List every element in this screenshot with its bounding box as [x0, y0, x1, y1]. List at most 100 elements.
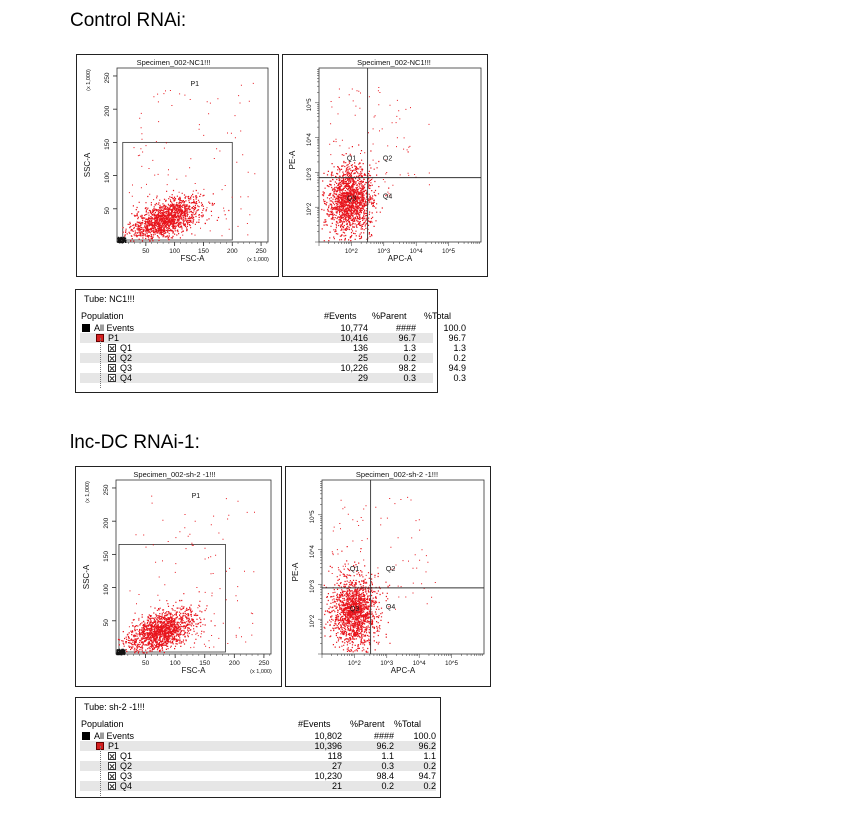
gate-p1 [122, 141, 233, 241]
cell-parent: #### [373, 731, 394, 741]
stats-row-q1: Q1 118 1.1 1.1 [80, 751, 436, 761]
y-tick-label: 10^5 [307, 98, 313, 111]
population-name: Q4 [120, 781, 133, 791]
cell-parent: 0.3 [381, 761, 394, 771]
x-tick-label: 10^2 [348, 661, 361, 667]
all-events-swatch [82, 324, 90, 332]
population-name: P1 [108, 333, 120, 343]
y-axis-label: PE-A [288, 150, 297, 169]
population-name: All Events [94, 323, 135, 333]
hierarchy-line [100, 746, 101, 796]
cell-events: 29 [357, 373, 368, 383]
header-events: #Events [324, 311, 357, 321]
stats-row-p1: P1 10,396 96.2 96.2 [80, 741, 436, 751]
x-tick-label: 100 [169, 248, 180, 255]
cell-total: 0.2 [423, 781, 436, 791]
stats-row-all-events: All Events 10,802 #### 100.0 [80, 731, 436, 741]
cell-events: 10,416 [340, 333, 368, 343]
plot-title: Specimen_002-NC1!!! [137, 58, 211, 67]
event-dots [117, 495, 256, 654]
quadrant-swatch-icon [108, 374, 116, 382]
x-tick-label: 100 [170, 660, 181, 667]
quadrant-swatch-icon [108, 762, 116, 770]
x-tick-label: 10^5 [445, 661, 458, 667]
cell-events: 27 [331, 761, 342, 771]
quadrant-swatch-icon [108, 364, 116, 372]
quadrant-label-q2: Q2 [383, 156, 392, 163]
x-unit-label: (x 1,000) [250, 669, 272, 675]
cell-parent: 1.1 [381, 751, 394, 761]
y-tick-label: 10^3 [307, 167, 313, 180]
cell-total: 1.3 [453, 343, 466, 353]
header-parent: %Parent [372, 311, 407, 321]
population-name: Q2 [120, 761, 133, 771]
cell-events: 25 [357, 353, 368, 363]
y-tick-label: 10^3 [310, 579, 316, 592]
y-tick-label: 50 [104, 207, 111, 215]
y-tick-label: 10^5 [310, 510, 316, 523]
plot-frame [115, 479, 272, 655]
apc-pe-plot-control: Specimen_002-NC1!!! 10^2 10^2 10^3 10^3 10^4 1… [282, 54, 488, 277]
y-unit-label: (x 1,000) [86, 69, 92, 91]
cell-parent: 0.3 [403, 373, 416, 383]
y-axis-label: SSC-A [82, 564, 91, 589]
cell-events: 118 [327, 751, 342, 761]
cell-total: 100.0 [443, 323, 466, 333]
header-total: %Total [424, 311, 452, 321]
x-tick-label: 10^2 [345, 249, 358, 255]
x-tick-label: 50 [142, 660, 150, 667]
gate-label: P1 [192, 493, 201, 500]
quadrant-swatch-icon [108, 344, 116, 352]
y-axis-label: PE-A [291, 562, 300, 581]
apc-pe-svg-control: Specimen_002-NC1!!! 10^2 10^2 10^3 10^3 10^4 1… [288, 58, 482, 263]
x-axis-label: APC-A [391, 666, 416, 675]
events-cloud [116, 495, 256, 656]
stats-row-all-events: All Events 10,774 #### 100.0 [80, 323, 466, 333]
y-tick-label: 150 [104, 139, 111, 150]
population-name: P1 [108, 741, 120, 751]
quadrant-label-q1: Q1 [350, 566, 359, 573]
cell-events: 10,230 [314, 771, 342, 781]
y-tick-label: 50 [103, 619, 110, 627]
tube-label: Tube: NC1!!! [84, 294, 135, 304]
stats-row-q2: Q2 27 0.3 0.2 [80, 761, 436, 771]
quadrant-label-q2: Q2 [386, 566, 395, 573]
population-name: Q1 [120, 343, 133, 353]
cell-total: 96.7 [448, 333, 466, 343]
y-tick-label: 10^4 [307, 133, 313, 146]
stats-table-lncdc: Tube: sh-2 -1!!! Population #Events %Par… [75, 697, 441, 798]
x-tick-label: 10^3 [380, 661, 393, 667]
cell-total: 100.0 [413, 731, 436, 741]
cell-total: 1.1 [423, 751, 436, 761]
stats-row-p1: P1 10,416 96.7 96.7 [80, 333, 466, 343]
section-heading-control: Control RNAi: [70, 10, 187, 31]
stats-table-control: Tube: NC1!!! Population #Events %Parent … [75, 289, 466, 393]
x-axis-label: FSC-A [182, 666, 207, 675]
x-tick-label: 10^3 [377, 249, 390, 255]
header-population: Population [81, 719, 124, 729]
quadrant-swatch-icon [108, 772, 116, 780]
x-tick-label: 150 [198, 248, 209, 255]
fsc-ssc-svg-control: Specimen_002-NC1!!! 50 100 150 200 250 50 100 15… [83, 58, 269, 263]
cell-parent: 1.3 [403, 343, 416, 353]
apc-pe-plot-lncdc: Specimen_002-sh-2 -1!!! 10^2 10^2 10^3 10^3 1… [285, 466, 491, 687]
stats-row-q3: Q3 10,226 98.2 94.9 [80, 363, 466, 373]
x-tick-label: 10^4 [413, 661, 426, 667]
x-tick-label: 150 [199, 660, 210, 667]
population-name: Q4 [120, 373, 133, 383]
stats-row-q4: Q4 29 0.3 0.3 [80, 373, 466, 383]
quadrant-swatch-icon [108, 354, 116, 362]
cell-total: 0.3 [453, 373, 466, 383]
cell-total: 94.7 [418, 771, 436, 781]
x-tick-label: 50 [142, 248, 150, 255]
quadrant-swatch-icon [108, 782, 116, 790]
x-tick-label: 250 [258, 660, 269, 667]
population-name: Q1 [120, 751, 133, 761]
population-name: Q3 [120, 363, 133, 373]
cell-parent: 98.4 [376, 771, 394, 781]
x-axis-label: FSC-A [181, 254, 206, 263]
cell-events: 10,396 [314, 741, 342, 751]
fsc-ssc-plot-control: Specimen_002-NC1!!! 50 100 150 200 250 50 100 15… [76, 54, 279, 277]
x-tick-label: 200 [229, 660, 240, 667]
cell-events: 136 [352, 343, 368, 353]
